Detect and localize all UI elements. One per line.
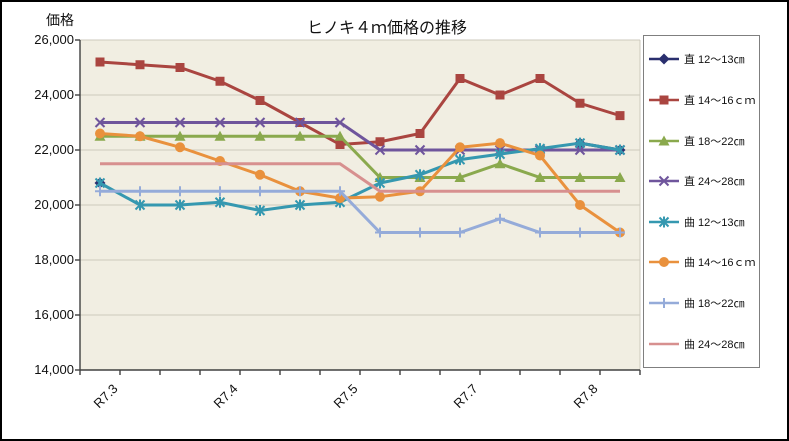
legend-item: 曲 18～22㎝ [644, 295, 759, 311]
y-axis-tick-label: 16,000 [34, 307, 74, 322]
y-axis-tick-label: 18,000 [34, 252, 74, 267]
legend-item: 直 14～16ｃｍ [644, 92, 759, 108]
y-axis-tick-label: 20,000 [34, 197, 74, 212]
y-axis-tick-label: 26,000 [34, 32, 74, 47]
legend-label: 直 18～22㎝ [684, 135, 745, 148]
legend-line-marker-icon [649, 342, 679, 345]
legend-line-marker-icon [649, 216, 679, 228]
legend-item: 直 18～22㎝ [644, 133, 759, 149]
legend-label: 曲 14～16ｃｍ [684, 257, 756, 270]
legend-line-marker-icon [649, 257, 679, 268]
legend-item: 曲 12～13㎝ [644, 214, 759, 230]
legend-line-marker-icon [649, 53, 679, 65]
legend-line-marker-icon [649, 298, 679, 309]
legend: 直 12～13㎝ 直 14～16ｃｍ 直 18～22㎝ 直 24～28㎝ 曲 1… [643, 35, 760, 368]
legend-item: 曲 14～16ｃｍ [644, 254, 759, 270]
y-axis-tick-label: 22,000 [34, 142, 74, 157]
legend-label: 直 12～13㎝ [684, 54, 745, 67]
legend-label: 直 24～28㎝ [684, 176, 745, 189]
legend-item: 直 24～28㎝ [644, 173, 759, 189]
y-axis-tick-label: 14,000 [34, 362, 74, 377]
legend-label: 曲 18～22㎝ [684, 298, 745, 311]
legend-item: 直 12～13㎝ [644, 51, 759, 67]
legend-line-marker-icon [649, 135, 679, 146]
y-axis-title: 価格 [46, 12, 74, 28]
legend-label: 曲 24～28㎝ [684, 338, 745, 351]
legend-label: 直 14～16ｃｍ [684, 94, 756, 107]
legend-line-marker-icon [649, 175, 679, 187]
legend-label: 曲 12～13㎝ [684, 216, 745, 229]
y-axis-tick-label: 24,000 [34, 87, 74, 102]
legend-item: 曲 24～28㎝ [644, 336, 759, 352]
legend-line-marker-icon [649, 95, 679, 105]
chart-title: ヒノキ４ｍ価格の推移 [306, 20, 467, 37]
